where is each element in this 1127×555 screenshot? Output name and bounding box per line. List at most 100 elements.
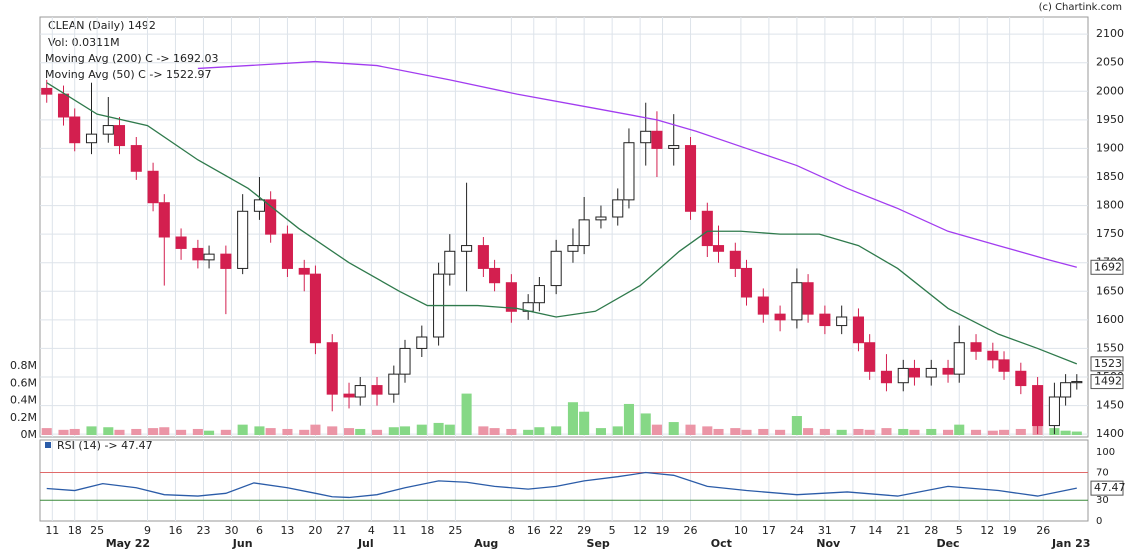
volume-bar [881,428,892,435]
candle-body [1060,382,1072,398]
candle-body [505,282,517,312]
volume-bar [803,428,814,435]
volume-bar [1060,430,1071,435]
month-label: Aug [474,537,498,550]
candle-body [57,93,70,118]
volume-bar [103,427,114,435]
candle-body [265,199,277,235]
volume-bar [898,428,909,435]
x-tick-label: 25 [448,524,462,537]
value-badge [1090,356,1124,372]
x-tick-label: 4 [368,524,375,537]
volume-bar [741,429,752,435]
x-tick-label: 9 [144,524,151,537]
volume-bar [864,429,875,435]
candle-body [897,367,909,384]
volume-bar [998,429,1010,435]
candle-body [701,210,713,247]
y-tick-label: 1800 [1096,199,1124,212]
volume-bar [478,426,489,435]
volume-bar [523,429,534,435]
candle-body [595,216,607,221]
chart-title: CLEAN (Daily) 1492 [48,19,156,32]
rsi-tick-label: 0 [1096,516,1102,527]
x-tick-label: 19 [1003,524,1017,537]
candle-body [203,253,215,261]
volume-label: Vol: 0.0311M [48,36,120,49]
rsi-tick-label: 30 [1096,495,1109,506]
volume-bar [131,428,142,435]
y-tick-label: 1400 [1096,427,1124,440]
volume-bar [506,428,517,435]
x-tick-label: 23 [196,524,210,537]
volume-bar [623,403,634,435]
volume-bar [853,428,864,435]
volume-bar [114,429,125,435]
volume-bar [237,424,248,435]
volume-bar [327,426,338,435]
candle-body [309,273,321,344]
volume-bar [595,428,606,435]
y-tick-label: 1650 [1096,284,1124,297]
volume-bar [730,428,741,435]
volume-bar [192,428,203,435]
x-tick-label: 5 [956,524,963,537]
candle-body [651,130,663,149]
volume-bar [254,426,265,435]
y-tick-label: 1900 [1096,141,1124,154]
month-label: Oct [711,537,732,550]
x-tick-label: 29 [577,524,591,537]
candle-body [684,145,697,212]
price-panel [39,16,1089,438]
value-badge [1090,259,1124,275]
volume-bar [489,428,500,435]
x-tick-label: 26 [1036,524,1050,537]
candle-body [640,130,652,144]
volume-tick-label: 0.4M [10,394,37,407]
candle-body [612,199,624,218]
x-tick-label: 26 [684,524,698,537]
volume-bar [836,429,847,435]
volume-tick-label: 0.2M [10,411,37,424]
rsi-legend: RSI (14) -> 47.47 [57,439,153,452]
rsi-legend-swatch [45,442,51,448]
volume-tick-label: 0.6M [10,376,37,389]
candle-body [942,367,954,375]
candle-body [416,336,428,349]
volume-bar [371,429,383,435]
candle-body [192,247,204,261]
candle-body [533,285,545,304]
y-tick-label: 2100 [1096,27,1124,40]
candle-body [461,245,473,252]
volume-bar [416,424,427,435]
x-tick-label: 7 [849,524,856,537]
value-badge-label: 47.47 [1094,481,1126,494]
legend-entry: Moving Avg (50) C -> 1522.97 [45,68,212,81]
month-label: Jun [232,537,253,550]
x-tick-label: 22 [549,524,563,537]
volume-bar [299,429,310,435]
moving-average-line [197,60,1077,268]
volume-bar [41,428,52,435]
month-label: Nov [816,537,841,550]
volume-bar [1071,431,1082,435]
candle-body [836,316,848,327]
volume-bar [987,430,998,435]
volume-bar [265,428,276,435]
candle-body [864,342,876,372]
volume-bar [579,411,590,435]
candle-body [298,267,310,275]
x-tick-label: 11 [45,524,59,537]
volume-bar [943,429,954,435]
volume-bar [685,424,696,435]
x-tick-label: 18 [420,524,434,537]
x-tick-label: 24 [790,524,804,537]
candle-body [1032,385,1044,427]
candle-body [343,393,355,398]
x-tick-label: 27 [336,524,350,537]
volume-bar [713,428,724,435]
volume-bar [433,422,444,435]
y-tick-label: 2050 [1096,56,1124,69]
volume-bar [651,424,662,435]
x-tick-label: 12 [633,524,647,537]
